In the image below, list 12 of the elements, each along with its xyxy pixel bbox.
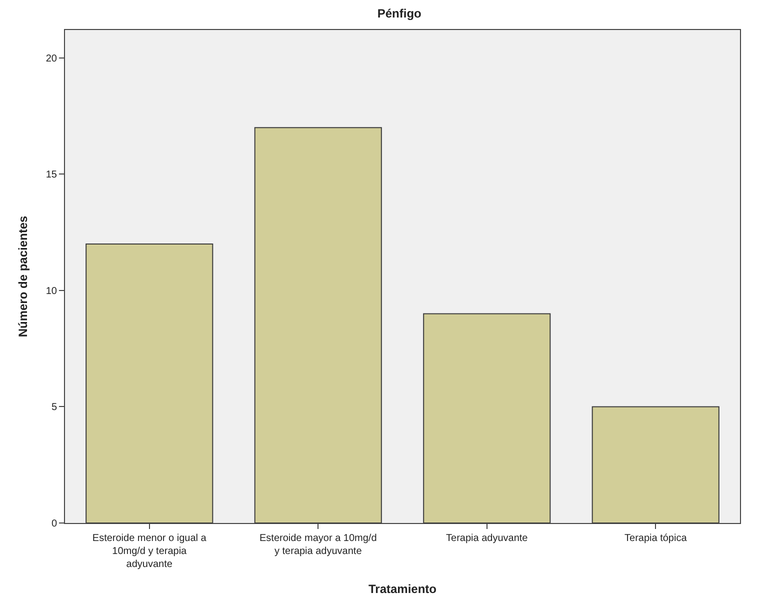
y-tick-label: 0 — [51, 518, 58, 530]
y-tick-label: 15 — [46, 170, 58, 181]
x-tick-label: Esteroide menor o igual a 10mg/d y terapia adyuvante — [92, 533, 207, 570]
x-tick-label: Terapia adyuvante — [446, 533, 528, 544]
y-axis-title: Número de pacientes — [16, 215, 30, 338]
x-axis-title: Tratamiento — [368, 582, 437, 596]
x-tick-label: Terapia tópica — [624, 533, 688, 544]
y-tick-label: 20 — [46, 53, 58, 64]
x-tick-label: Esteroide mayor a 10mg/d y terapia adyuvante — [259, 533, 377, 557]
y-tick-label: 5 — [51, 402, 58, 414]
y-tick-label: 10 — [46, 286, 58, 297]
chart-title: Pénfigo — [377, 6, 422, 21]
